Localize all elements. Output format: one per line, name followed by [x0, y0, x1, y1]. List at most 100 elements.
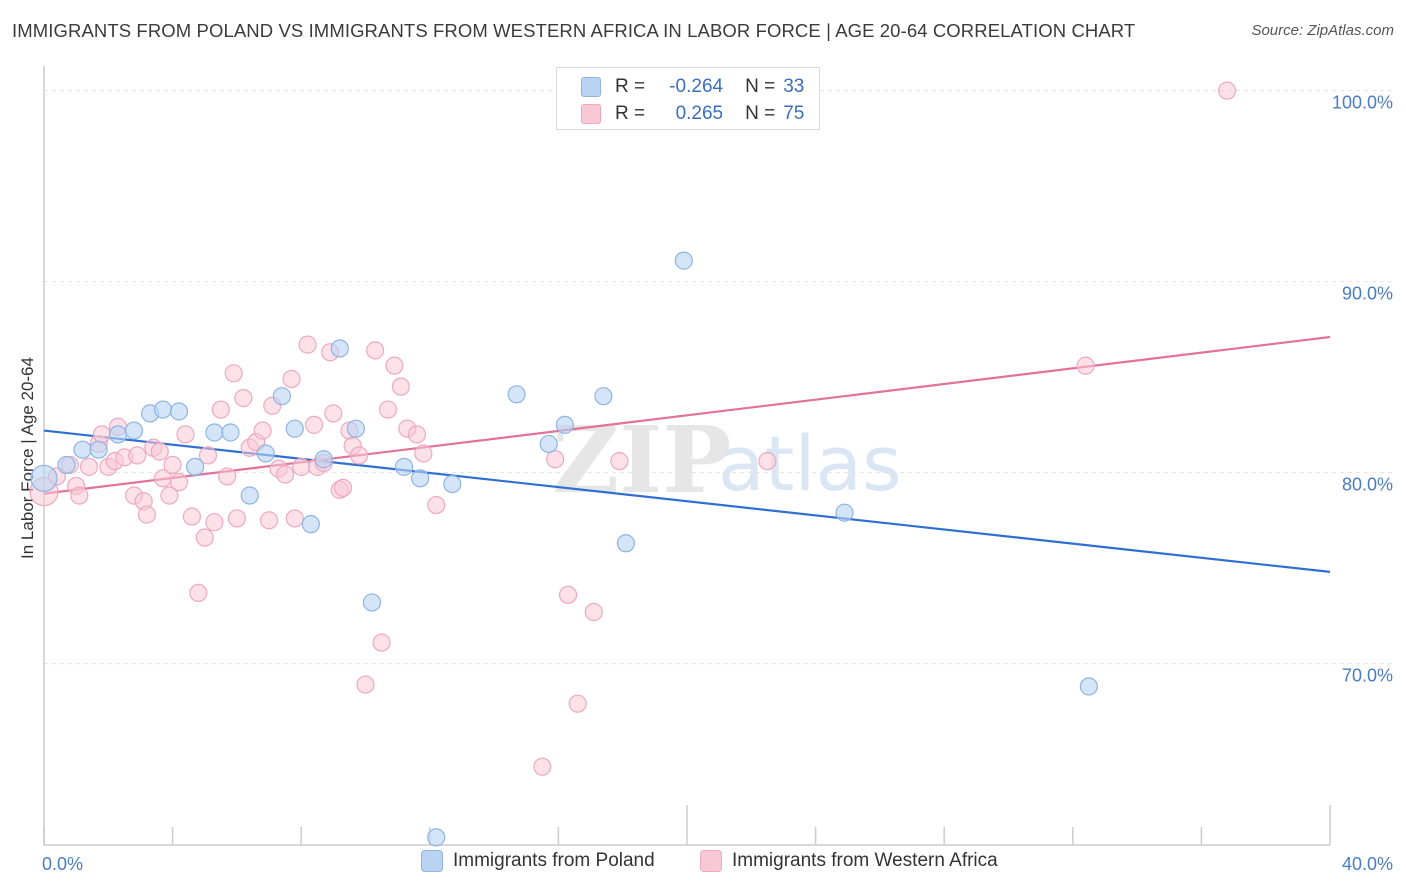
data-point-western-africa[interactable]	[205, 513, 224, 532]
data-point-poland[interactable]	[314, 450, 333, 469]
data-point-western-africa[interactable]	[333, 478, 353, 497]
data-point-poland[interactable]	[427, 828, 446, 847]
data-point-western-africa[interactable]	[282, 369, 301, 389]
data-point-western-africa[interactable]	[324, 404, 343, 423]
data-point-western-africa[interactable]	[533, 757, 552, 776]
data-point-western-africa[interactable]	[276, 465, 295, 484]
data-point-poland[interactable]	[30, 464, 58, 492]
data-point-western-africa[interactable]	[546, 450, 565, 469]
data-point-poland[interactable]	[240, 486, 259, 505]
data-point-western-africa[interactable]	[79, 457, 99, 476]
data-point-western-africa[interactable]	[385, 356, 404, 375]
data-point-western-africa[interactable]	[92, 425, 111, 444]
data-point-western-africa[interactable]	[128, 446, 147, 465]
data-point-poland[interactable]	[555, 415, 574, 434]
y-tick-label: 90.0%	[1342, 284, 1393, 304]
data-point-western-africa[interactable]	[224, 364, 243, 383]
data-point-poland[interactable]	[57, 455, 76, 475]
data-point-western-africa[interactable]	[372, 633, 391, 652]
legend-swatch-poland	[421, 850, 443, 872]
data-point-poland[interactable]	[205, 423, 224, 442]
data-point-western-africa[interactable]	[227, 509, 246, 528]
legend-label: Immigrants from Western Africa	[732, 850, 998, 871]
y-tick-label: 80.0%	[1342, 475, 1393, 495]
data-point-western-africa[interactable]	[137, 505, 156, 524]
data-point-western-africa[interactable]	[253, 421, 272, 440]
grid-lines	[44, 90, 1392, 665]
data-point-western-africa[interactable]	[70, 486, 89, 505]
legend-row-western-africa: R = 0.265 N = 75	[581, 101, 804, 127]
data-point-western-africa[interactable]	[285, 509, 304, 528]
data-point-poland[interactable]	[674, 251, 693, 270]
data-point-western-africa[interactable]	[427, 495, 446, 515]
data-point-western-africa[interactable]	[169, 473, 189, 492]
data-point-poland[interactable]	[124, 421, 144, 440]
data-point-western-africa[interactable]	[356, 675, 375, 694]
data-point-poland[interactable]	[616, 534, 636, 553]
data-point-poland[interactable]	[346, 419, 365, 438]
data-point-poland[interactable]	[835, 503, 854, 522]
data-point-western-africa[interactable]	[218, 467, 237, 486]
data-point-poland[interactable]	[1079, 677, 1098, 696]
data-point-poland[interactable]	[285, 419, 304, 438]
data-point-western-africa[interactable]	[1218, 81, 1237, 100]
data-point-western-africa[interactable]	[298, 335, 317, 354]
data-point-western-africa[interactable]	[198, 446, 218, 465]
data-point-western-africa[interactable]	[150, 442, 169, 461]
data-point-western-africa[interactable]	[160, 486, 179, 505]
y-tick-label: 100.0%	[1332, 93, 1393, 113]
data-point-western-africa[interactable]	[195, 528, 214, 547]
data-point-western-africa[interactable]	[391, 377, 410, 396]
data-point-poland[interactable]	[539, 434, 558, 454]
data-point-poland[interactable]	[89, 440, 108, 459]
data-point-poland[interactable]	[594, 387, 613, 406]
data-point-poland[interactable]	[256, 444, 275, 463]
data-point-poland[interactable]	[411, 469, 430, 488]
data-point-western-africa[interactable]	[558, 585, 578, 604]
data-point-western-africa[interactable]	[414, 444, 433, 463]
legend-swatch-western-africa	[700, 850, 722, 872]
data-point-western-africa[interactable]	[407, 425, 427, 444]
legend-item-poland[interactable]: Immigrants from Poland	[421, 850, 655, 872]
data-point-western-africa[interactable]	[349, 446, 369, 465]
data-point-western-africa[interactable]	[610, 452, 629, 471]
data-point-poland[interactable]	[443, 474, 462, 494]
data-point-western-africa[interactable]	[568, 694, 587, 713]
data-point-western-africa[interactable]	[176, 425, 195, 444]
data-point-western-africa[interactable]	[304, 415, 324, 434]
data-point-poland[interactable]	[221, 423, 240, 442]
data-point-poland[interactable]	[362, 593, 382, 612]
data-point-western-africa[interactable]	[211, 400, 230, 419]
data-point-poland[interactable]	[169, 402, 189, 421]
watermark-zip: ZIP	[552, 406, 731, 514]
tick-labels: 100.0% 90.0% 80.0% 70.0% 0.0% 40.0%	[42, 93, 1393, 874]
x-tick-label: 40.0%	[1342, 854, 1393, 874]
data-point-western-africa[interactable]	[259, 511, 279, 530]
n-label: N =	[745, 76, 776, 97]
data-point-poland[interactable]	[73, 440, 92, 459]
data-point-poland[interactable]	[330, 339, 349, 358]
data-point-western-africa[interactable]	[758, 452, 777, 471]
n-value: 33	[783, 76, 805, 97]
data-point-poland[interactable]	[153, 400, 173, 419]
n-label: N =	[745, 103, 776, 124]
data-point-western-africa[interactable]	[234, 389, 253, 408]
data-point-western-africa[interactable]	[584, 602, 603, 622]
data-point-poland[interactable]	[108, 425, 128, 444]
data-point-western-africa[interactable]	[366, 341, 385, 360]
data-point-poland[interactable]	[301, 515, 320, 534]
data-point-western-africa[interactable]	[189, 583, 208, 603]
data-point-western-africa[interactable]	[292, 457, 311, 476]
data-point-poland[interactable]	[507, 385, 526, 404]
data-point-poland[interactable]	[186, 457, 205, 476]
data-point-western-africa[interactable]	[163, 455, 182, 475]
data-point-poland[interactable]	[394, 457, 414, 476]
data-point-western-africa[interactable]	[1076, 356, 1095, 375]
data-point-western-africa[interactable]	[378, 400, 398, 419]
legend-swatch-poland	[581, 77, 601, 97]
r-value: -0.264	[669, 76, 724, 97]
data-point-western-africa[interactable]	[182, 507, 201, 526]
data-point-poland[interactable]	[272, 387, 292, 406]
legend-item-western-africa[interactable]: Immigrants from Western Africa	[700, 850, 998, 872]
